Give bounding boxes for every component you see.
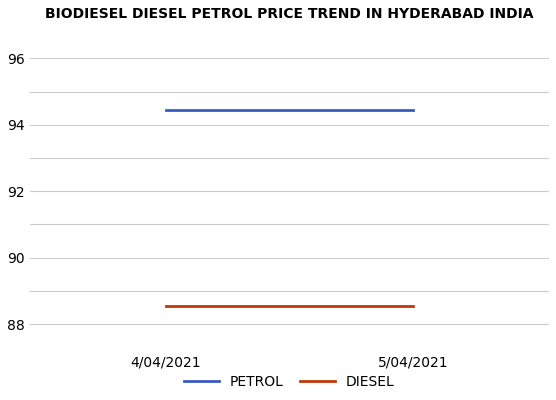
Legend: PETROL, DIESEL: PETROL, DIESEL xyxy=(178,370,400,395)
DIESEL xyxy=(162,304,169,308)
PETROL xyxy=(162,108,169,112)
PETROL xyxy=(410,108,416,112)
Title: BIODIESEL DIESEL PETROL PRICE TREND IN HYDERABAD INDIA: BIODIESEL DIESEL PETROL PRICE TREND IN H… xyxy=(45,7,534,21)
DIESEL xyxy=(410,304,416,308)
